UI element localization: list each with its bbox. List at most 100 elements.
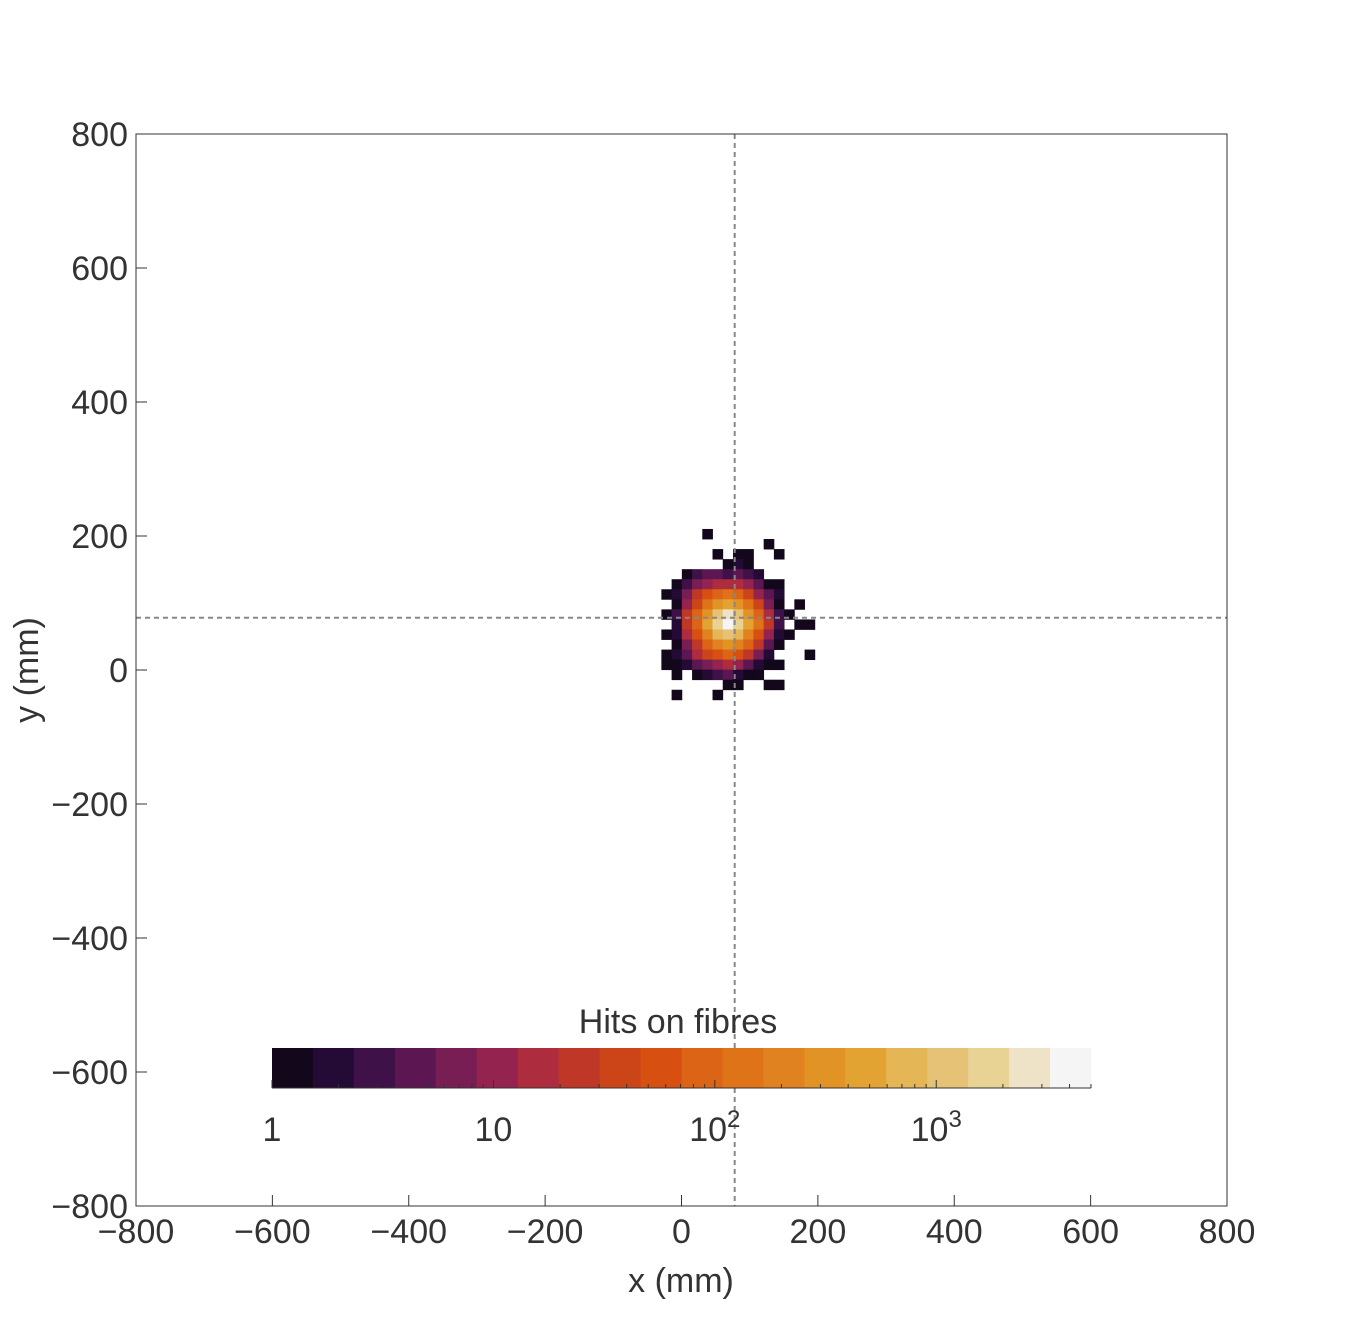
heatmap-bin — [712, 549, 724, 560]
heatmap-bin — [763, 539, 775, 550]
y-tick-label: −400 — [51, 920, 128, 958]
colorbar-tick-label: 1 — [263, 1111, 282, 1149]
heatmap-bin — [702, 649, 713, 661]
y-tick-label: 400 — [71, 384, 128, 422]
heatmap-bin — [773, 639, 785, 650]
heatmap-bin — [681, 629, 693, 640]
y-tick-label: 200 — [71, 518, 128, 556]
heatmap-bin — [712, 669, 724, 681]
heatmap-bin — [712, 639, 724, 650]
heatmap-bin — [743, 609, 754, 620]
colorbar-segment — [312, 1048, 355, 1088]
heatmap-bin — [661, 659, 673, 671]
heatmap-bin — [743, 629, 754, 640]
heatmap-bin — [773, 679, 785, 691]
heatmap-bin — [722, 649, 734, 661]
heatmap-bin — [671, 659, 683, 671]
heatmap-bin — [743, 549, 754, 560]
heatmap-bin — [743, 559, 754, 570]
colorbar-segment — [599, 1048, 642, 1088]
heatmap-bin — [804, 649, 816, 661]
heatmap-bin — [753, 669, 765, 681]
colorbar-segment — [968, 1048, 1010, 1088]
heatmap-bin — [732, 619, 744, 630]
heatmap-bin — [773, 609, 785, 620]
colorbar-segment — [927, 1048, 969, 1088]
heatmap-bin — [753, 569, 765, 580]
colorbar-segment — [886, 1048, 928, 1088]
heatmap-bin — [681, 569, 693, 580]
heatmap-bin — [753, 579, 765, 590]
heatmap-bin — [712, 589, 724, 600]
heatmap-bin — [712, 579, 724, 590]
heatmap-bin — [671, 619, 683, 630]
heatmap-bin — [671, 599, 683, 610]
colorbar-title: Hits on fibres — [579, 1003, 777, 1041]
heatmap-bin — [671, 609, 683, 620]
heatmap-bin — [692, 669, 703, 681]
heatmap-bin — [753, 589, 765, 600]
heatmap-bin — [712, 609, 724, 620]
y-tick-label: −800 — [51, 1188, 128, 1226]
heatmap-bin — [702, 599, 713, 610]
heatmap-bin — [794, 599, 805, 610]
heatmap-bin — [743, 619, 754, 630]
heatmap-bin — [712, 689, 724, 701]
heatmap-bin — [702, 629, 713, 640]
heatmap-bin — [773, 629, 785, 640]
colorbar-segment — [763, 1048, 805, 1088]
heatmap-bin — [702, 669, 713, 681]
heatmap-bin — [702, 528, 713, 540]
heatmap-bin — [743, 669, 754, 681]
heatmap-bin — [784, 629, 795, 640]
heatmap-bin — [692, 609, 703, 620]
heatmap-bin — [722, 639, 734, 650]
heatmap-bin — [743, 599, 754, 610]
x-tick-label: 600 — [1062, 1213, 1119, 1251]
heatmap-bin — [722, 599, 734, 610]
heatmap-bin — [692, 569, 703, 580]
heatmap-bin — [763, 679, 775, 691]
colorbar: Hits on fibres 1 10 102 103 — [263, 1003, 1092, 1149]
y-tick-label: −600 — [51, 1054, 128, 1092]
x-tick-label: −400 — [370, 1213, 447, 1251]
heatmap-bin — [722, 569, 734, 580]
heatmap-bin — [773, 659, 785, 671]
heatmap-bin — [763, 599, 775, 610]
heatmap-bin — [671, 579, 683, 590]
heatmap-bin — [732, 609, 744, 620]
heatmap-bin — [722, 669, 734, 681]
y-tick-label: 800 — [71, 116, 128, 154]
heatmap-bin — [661, 629, 673, 640]
heatmap-bin — [671, 589, 683, 600]
x-tick-label: −800 — [98, 1213, 175, 1251]
heatmap-bins — [661, 528, 816, 701]
heatmap-bin — [773, 589, 785, 600]
heatmap-bin — [692, 599, 703, 610]
heatmap-bin — [753, 639, 765, 650]
heatmap-bin — [692, 649, 703, 661]
heatmap-bin — [661, 649, 673, 661]
colorbar-segment — [722, 1048, 764, 1088]
heatmap-bin — [732, 639, 744, 650]
heatmap-bin — [681, 649, 693, 661]
heatmap-bin — [722, 559, 734, 570]
heatmap-bin — [732, 679, 744, 691]
colorbar-segment — [435, 1048, 478, 1088]
x-tick-label: −200 — [507, 1213, 584, 1251]
heatmap-bin — [712, 659, 724, 671]
heatmap-bin — [773, 579, 785, 590]
heatmap-bin — [692, 579, 703, 590]
heatmap-bin — [753, 629, 765, 640]
heatmap-bin — [702, 589, 713, 600]
heatmap-bin — [661, 609, 673, 620]
x-tick-label: 200 — [790, 1213, 847, 1251]
y-tick-label: 600 — [71, 250, 128, 288]
heatmap-bin — [722, 589, 734, 600]
heatmap-bin — [753, 599, 765, 610]
colorbar-segment — [804, 1048, 846, 1088]
heatmap-bin — [763, 579, 775, 590]
colorbar-segment — [476, 1048, 519, 1088]
heatmap-bin — [671, 689, 683, 701]
